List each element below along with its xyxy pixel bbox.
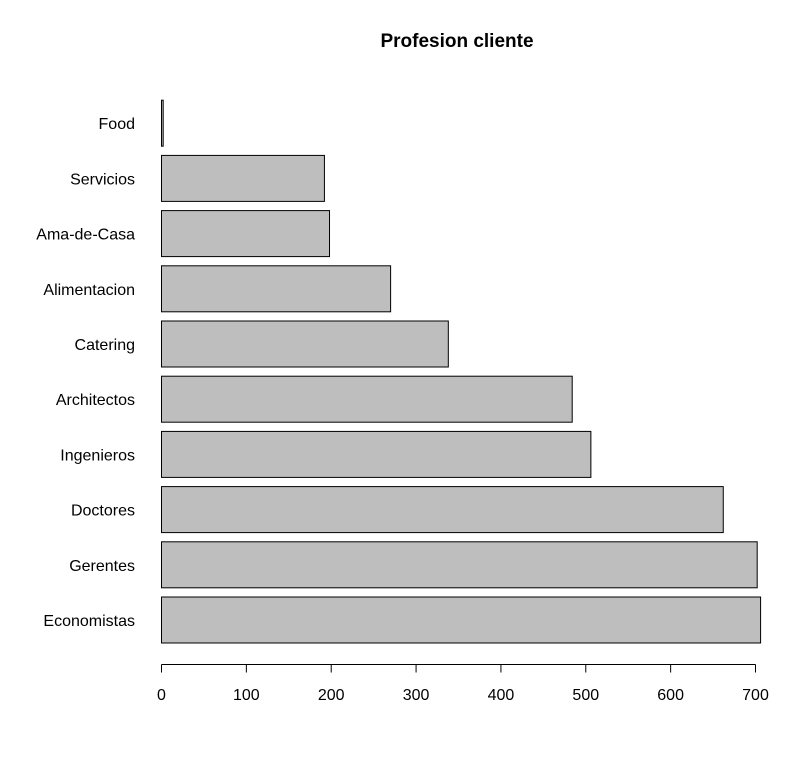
x-tick-label: 600 bbox=[657, 687, 684, 704]
x-tick-label: 500 bbox=[572, 687, 599, 704]
x-tick-label: 300 bbox=[403, 687, 430, 704]
bar-doctores bbox=[161, 486, 724, 534]
category-label: Servicios bbox=[70, 171, 135, 188]
category-labels: Economistas Gerentes Doctores Ingenieros Arc… bbox=[36, 116, 135, 630]
chart-title: Profesion cliente bbox=[380, 31, 533, 52]
category-label: Doctores bbox=[71, 503, 135, 520]
bar-architectos bbox=[161, 375, 573, 423]
x-tick-label: 700 bbox=[742, 687, 769, 704]
bar-servicios bbox=[161, 154, 325, 202]
x-tick-label: 200 bbox=[318, 687, 345, 704]
category-label: Ingenieros bbox=[60, 447, 135, 464]
category-label: Ama-de-Casa bbox=[36, 227, 135, 244]
category-label: Food bbox=[99, 116, 135, 133]
bar-food bbox=[161, 99, 164, 147]
category-label: Alimentacion bbox=[43, 282, 135, 299]
bar-ingenieros bbox=[161, 430, 592, 478]
category-label: Gerentes bbox=[69, 558, 135, 575]
bar-catering bbox=[161, 320, 449, 368]
x-tick-label: 400 bbox=[488, 687, 515, 704]
bars-group bbox=[161, 99, 762, 644]
category-label: Catering bbox=[75, 337, 135, 354]
bar-gerentes bbox=[161, 541, 758, 589]
x-axis: 0 100 200 300 400 500 600 700 bbox=[157, 664, 769, 704]
bar-alimentacion bbox=[161, 265, 392, 313]
bar-ama-de-casa bbox=[161, 210, 331, 258]
x-tick-label: 0 bbox=[157, 687, 166, 704]
category-label: Economistas bbox=[43, 613, 135, 630]
bar-economistas bbox=[161, 596, 762, 644]
category-label: Architectos bbox=[56, 392, 135, 409]
x-tick-label: 100 bbox=[233, 687, 260, 704]
